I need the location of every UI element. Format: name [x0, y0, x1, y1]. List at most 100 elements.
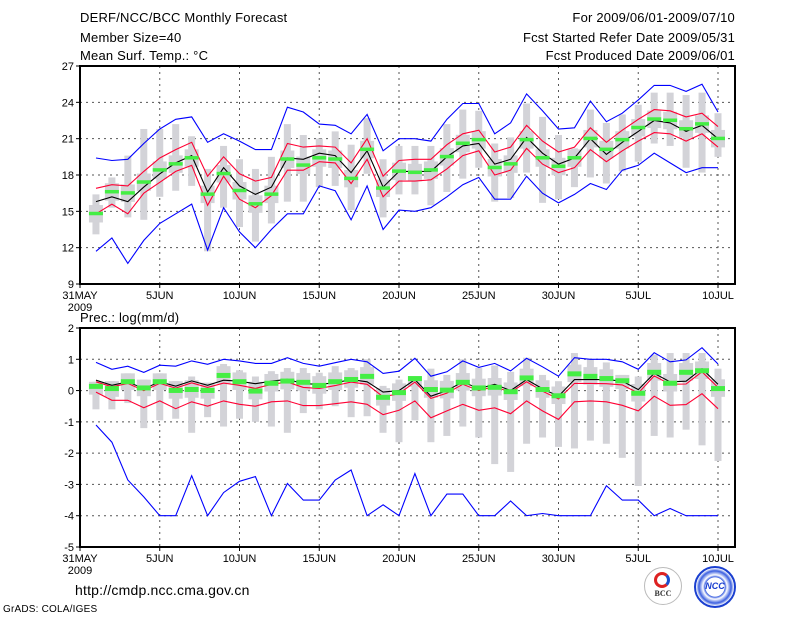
upper-spread-line: [95, 109, 719, 189]
year-label: 2009: [68, 302, 92, 314]
range-bar: [220, 363, 228, 427]
median-mark: [264, 192, 279, 196]
range-bar: [602, 362, 610, 444]
range-bar: [475, 368, 483, 438]
x-tick-label: 15JUN: [302, 553, 336, 565]
median-mark: [296, 163, 311, 167]
y-tick-label: 27: [62, 61, 74, 73]
median-mark: [200, 387, 215, 393]
range-bar: [156, 373, 164, 421]
median-mark: [455, 141, 470, 146]
forecast-period: For 2009/06/01-2009/07/10: [572, 10, 735, 25]
year-label: 2009: [68, 565, 92, 577]
median-mark: [551, 164, 566, 169]
median-mark: [232, 188, 247, 193]
median-mark: [423, 387, 438, 393]
median-mark: [663, 118, 678, 122]
x-tick-label: 20JUN: [382, 290, 416, 302]
y-tick-label: 9: [68, 279, 74, 291]
range-bar: [491, 365, 499, 465]
median-mark: [200, 192, 215, 196]
range-bar: [714, 368, 722, 461]
y-tick-label: 21: [62, 134, 74, 146]
ensemble-mean-line: [95, 367, 719, 397]
min-line: [95, 152, 718, 265]
range-bar: [236, 370, 243, 419]
median-mark: [392, 390, 406, 396]
range-bar: [459, 359, 467, 427]
range-bar: [379, 385, 387, 433]
range-bar: [204, 168, 212, 252]
range-bar: [586, 359, 594, 441]
y-tick-label: 24: [62, 97, 74, 109]
range-bar: [92, 381, 100, 410]
ncc-logo-text: NCC: [705, 581, 725, 591]
figure-title: DERF/NCC/BCC Monthly Forecast: [80, 10, 288, 25]
median-mark: [104, 386, 119, 392]
y-tick-label: 18: [62, 170, 74, 182]
x-tick-label: 31MAY: [62, 553, 98, 565]
median-mark: [360, 147, 375, 152]
fcst-produced-date: Fcst Produced Date 2009/06/01: [545, 48, 735, 63]
median-mark: [376, 186, 391, 190]
median-mark: [583, 136, 598, 141]
upper-spread-line: [95, 371, 719, 400]
median-mark: [439, 154, 454, 159]
range-bar: [172, 381, 180, 419]
median-mark: [519, 137, 534, 142]
lower-spread-line: [95, 391, 719, 421]
median-mark: [264, 380, 279, 386]
median-mark: [344, 176, 359, 181]
median-mark: [487, 384, 502, 390]
median-mark: [535, 387, 550, 393]
range-bar: [267, 371, 275, 427]
x-tick-label: 10JUL: [702, 290, 734, 302]
range-bar: [395, 379, 403, 443]
range-bar: [618, 374, 626, 458]
median-mark: [376, 394, 391, 400]
median-mark: [344, 376, 359, 382]
website-url[interactable]: http://cmdp.ncc.cma.gov.cn: [75, 582, 250, 598]
x-tick-label: 5JUN: [146, 290, 174, 302]
median-mark: [567, 371, 582, 377]
range-bar: [650, 354, 658, 436]
median-mark: [599, 376, 614, 382]
bcc-logo-text: BCC: [654, 589, 672, 598]
median-mark: [280, 378, 295, 384]
x-tick-label: 10JUN: [223, 290, 257, 302]
median-mark: [455, 379, 470, 385]
plot-frame: [79, 327, 736, 548]
y-tick-label: 12: [62, 243, 74, 255]
median-mark: [471, 385, 486, 391]
median-mark: [695, 368, 710, 374]
median-mark: [168, 387, 183, 393]
median-mark: [631, 390, 646, 396]
median-mark: [679, 369, 694, 375]
median-mark: [487, 165, 502, 170]
median-mark: [615, 137, 630, 142]
median-mark: [503, 162, 518, 166]
range-bar: [539, 374, 547, 438]
x-tick-label: 25JUN: [462, 553, 496, 565]
bcc-emblem-icon: [654, 572, 670, 588]
median-mark: [88, 383, 103, 389]
y-tick-label: -2: [64, 448, 74, 460]
median-mark: [88, 211, 103, 216]
median-mark: [296, 379, 311, 385]
precipitation-chart: -5 -4 -3 -2 -1 0 1 2 31MAY 5JUN 10JUN 15JUN 20JUN 25J…: [62, 323, 736, 577]
y-tick-label: 1: [68, 354, 74, 366]
median-mark: [551, 393, 566, 399]
x-tick-label: 5JUL: [625, 553, 651, 565]
x-tick-label: 25JUN: [462, 290, 496, 302]
median-mark: [519, 375, 534, 381]
median-mark: [439, 387, 454, 393]
median-mark: [647, 117, 662, 121]
median-mark: [184, 387, 199, 393]
median-mark: [328, 157, 343, 161]
temp-panel-label: Mean Surf. Temp.: °C: [80, 48, 209, 63]
median-mark: [312, 382, 327, 388]
x-tick-label: 20JUN: [382, 553, 416, 565]
range-bar: [188, 376, 196, 433]
